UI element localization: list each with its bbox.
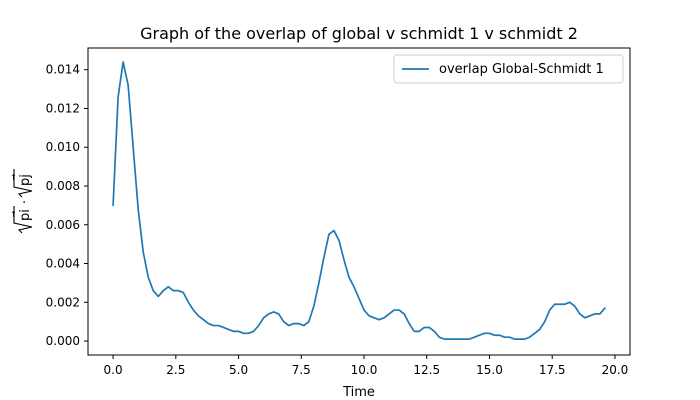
x-tick-label: 2.5 — [166, 363, 185, 377]
x-tick-label: 17.5 — [539, 363, 566, 377]
y-tick-label: 0.004 — [46, 257, 80, 271]
right-vector-arrow: → — [9, 173, 18, 180]
series-layer — [112, 61, 606, 340]
right-sqrt-symbol — [13, 169, 33, 198]
x-tick-label: 0.0 — [104, 363, 123, 377]
y-tick-label: 0.012 — [46, 101, 80, 115]
y-tick-label: 0.000 — [46, 334, 80, 348]
left-radicand: pi — [18, 209, 33, 221]
y-axis: 0.000 0.002 0.004 0.006 0.008 0.010 0.012 0.014 — [46, 63, 88, 348]
series-line-0 — [112, 61, 606, 340]
x-axis: 0.0 2.5 5.0 7.5 10.0 12.5 15.0 17.5 20.0 — [104, 355, 629, 377]
left-vector-arrow: → — [9, 210, 18, 217]
y-tick-label: 0.008 — [46, 179, 80, 193]
x-axis-label: Time — [342, 385, 375, 400]
x-tick-label: 10.0 — [351, 363, 378, 377]
right-radicand: pj — [18, 174, 33, 186]
x-tick-label: 7.5 — [292, 363, 311, 377]
left-sqrt-symbol — [13, 206, 33, 234]
x-tick-label: 20.0 — [602, 363, 629, 377]
y-tick-label: 0.010 — [46, 140, 80, 154]
plot-area: 0.0 2.5 5.0 7.5 10.0 12.5 15.0 17.5 20.0 0.0000.… — [46, 47, 631, 377]
x-tick-label: 12.5 — [413, 363, 440, 377]
x-tick-label: 5.0 — [229, 363, 248, 377]
legend-label: overlap Global-Schmidt 1 — [439, 62, 604, 77]
dot-operator: · — [18, 200, 33, 204]
y-tick-label: 0.014 — [46, 63, 80, 77]
plot-frame — [87, 47, 631, 356]
legend-box — [393, 54, 624, 84]
y-axis-label: pi → · pj → — [9, 169, 33, 234]
legend: overlap Global-Schmidt 1 — [393, 54, 624, 84]
y-tick-label: 0.006 — [46, 218, 80, 232]
x-tick-label: 15.0 — [476, 363, 503, 377]
y-tick-label: 0.002 — [46, 295, 80, 309]
chart-title: Graph of the overlap of global v schmidt… — [140, 24, 578, 43]
